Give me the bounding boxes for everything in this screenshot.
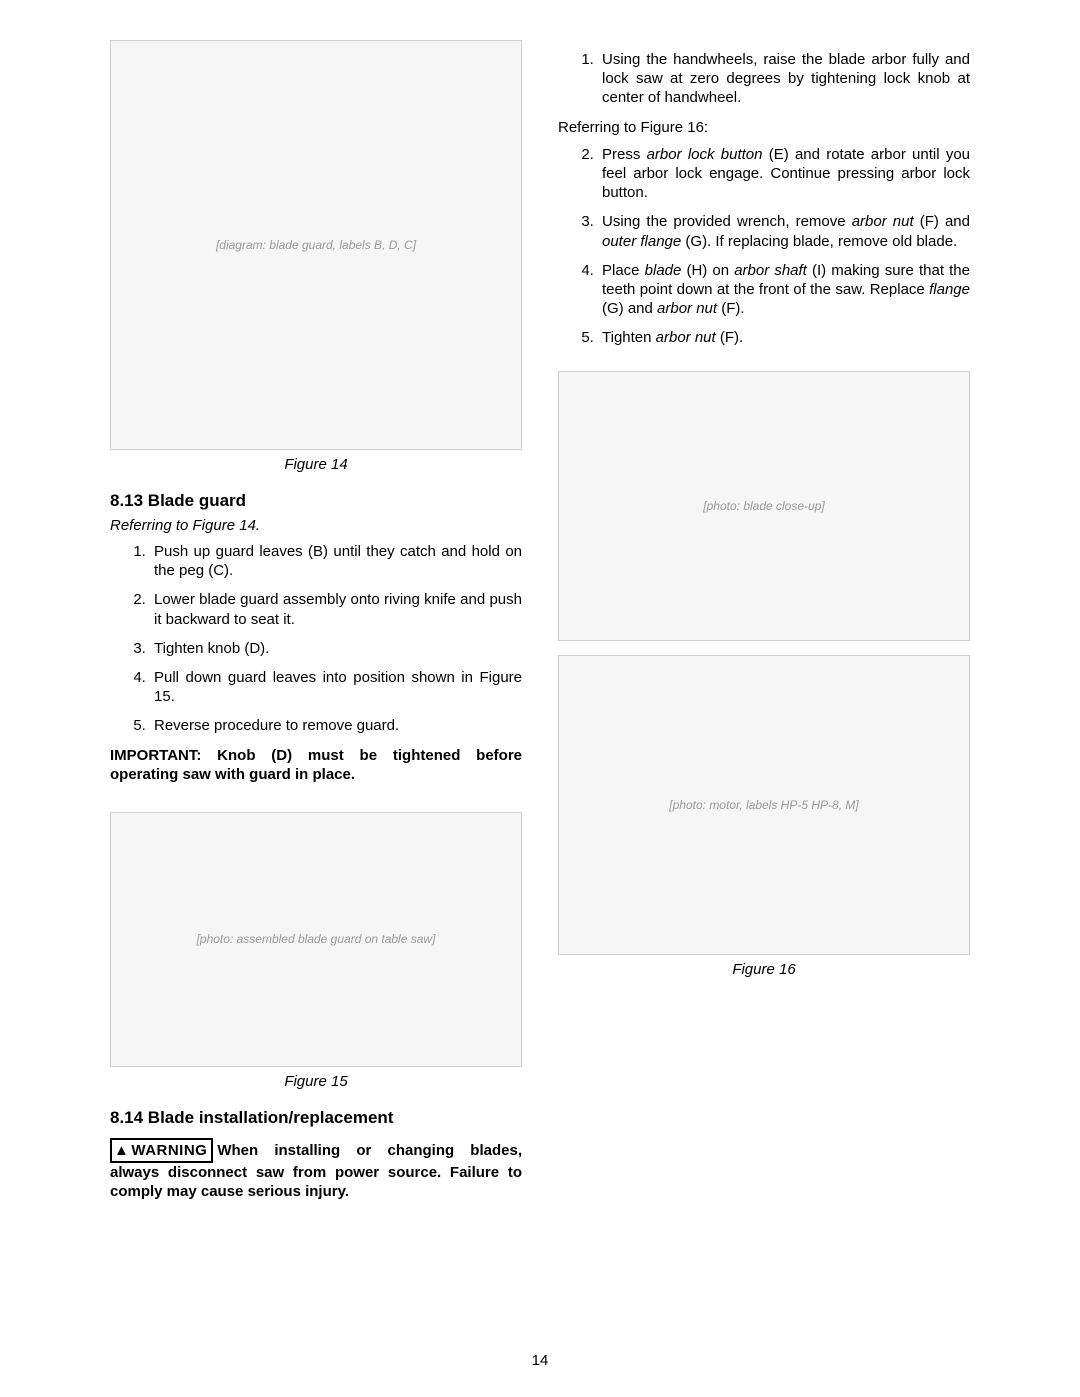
list-item: Tighten arbor nut (F).: [598, 328, 970, 347]
list-item: Using the handwheels, raise the blade ar…: [598, 50, 970, 108]
figure-16-caption: Figure 16: [558, 961, 970, 978]
section-813-steps: Push up guard leaves (B) until they catc…: [110, 542, 522, 736]
warning-icon: ▲WARNING: [110, 1138, 213, 1163]
section-814-warning: ▲WARNINGWhen installing or changing blad…: [110, 1138, 522, 1202]
section-814-ref: Referring to Figure 16:: [558, 118, 970, 137]
list-item: Lower blade guard assembly onto riving k…: [150, 590, 522, 628]
figure-16-image-top: [photo: blade close-up]: [558, 371, 970, 641]
figure-16-image-bottom: [photo: motor, labels HP-5 HP-8, M]: [558, 655, 970, 955]
list-item: Place blade (H) on arbor shaft (I) makin…: [598, 261, 970, 319]
list-item: Reverse procedure to remove guard.: [150, 716, 522, 735]
section-814-steps-rest: Press arbor lock button (E) and rotate a…: [558, 145, 970, 348]
right-column: Using the handwheels, raise the blade ar…: [558, 40, 970, 1201]
warning-label: WARNING: [131, 1142, 207, 1159]
section-813-heading: 8.13 Blade guard: [110, 491, 522, 511]
list-item: Press arbor lock button (E) and rotate a…: [598, 145, 970, 203]
section-814-heading: 8.14 Blade installation/replacement: [110, 1108, 522, 1128]
page-number: 14: [0, 1352, 1080, 1369]
list-item: Tighten knob (D).: [150, 639, 522, 658]
section-813-important: IMPORTANT: Knob (D) must be tightened be…: [110, 746, 522, 784]
list-item: Using the provided wrench, remove arbor …: [598, 212, 970, 250]
figure-14-caption: Figure 14: [110, 456, 522, 473]
list-item: Push up guard leaves (B) until they catc…: [150, 542, 522, 580]
section-814-steps-top: Using the handwheels, raise the blade ar…: [558, 50, 970, 108]
figure-15-image: [photo: assembled blade guard on table s…: [110, 812, 522, 1067]
list-item: Pull down guard leaves into position sho…: [150, 668, 522, 706]
figure-14-image: [diagram: blade guard, labels B, D, C]: [110, 40, 522, 450]
left-column: [diagram: blade guard, labels B, D, C] F…: [110, 40, 522, 1201]
figure-15-caption: Figure 15: [110, 1073, 522, 1090]
section-813-ref: Referring to Figure 14.: [110, 517, 522, 534]
